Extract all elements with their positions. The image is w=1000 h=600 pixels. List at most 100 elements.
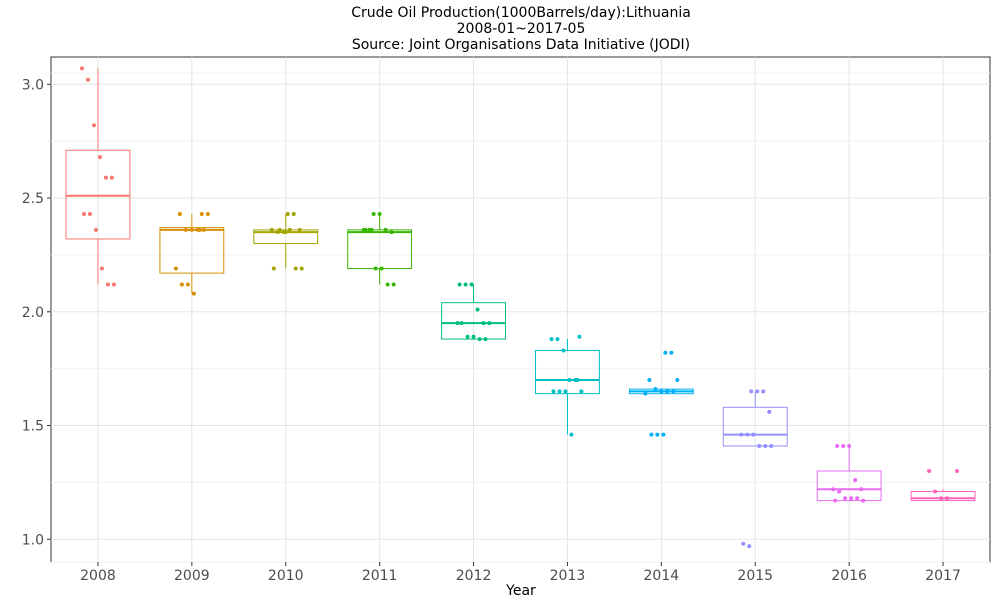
data-point: [577, 334, 582, 339]
data-point: [549, 337, 554, 342]
data-point: [191, 291, 196, 296]
data-point: [189, 227, 194, 232]
box-body: [910, 490, 976, 502]
data-point: [391, 282, 396, 287]
data-point: [939, 496, 944, 501]
data-point: [551, 389, 556, 394]
data-point: [955, 469, 960, 474]
box-body: [159, 227, 225, 274]
data-point: [465, 334, 470, 339]
data-point: [555, 337, 560, 342]
y-tick-label: 1.0: [22, 532, 44, 548]
x-tick-label: 2013: [550, 568, 586, 584]
data-point: [389, 230, 394, 235]
x-tick-label: 2015: [737, 568, 773, 584]
data-point: [91, 123, 96, 128]
data-point: [859, 487, 864, 492]
data-point: [379, 266, 384, 271]
data-point: [569, 432, 574, 437]
data-point: [843, 496, 848, 501]
data-point: [373, 266, 378, 271]
x-tick-label: 2011: [362, 568, 398, 584]
data-point: [177, 211, 182, 216]
data-point: [469, 282, 474, 287]
data-point: [371, 211, 376, 216]
data-point: [837, 489, 842, 494]
chart-source: Source: Joint Organisations Data Initiat…: [352, 37, 690, 53]
data-point: [185, 282, 190, 287]
data-point: [833, 498, 838, 503]
data-point: [383, 227, 388, 232]
data-point: [299, 266, 304, 271]
data-point: [763, 443, 768, 448]
data-point: [291, 211, 296, 216]
data-point: [755, 389, 760, 394]
data-point: [643, 391, 648, 396]
plot-area: 1.0 1.5 2.0 2.5 3.0 2008 2009 2010 2011 2012 2013 2…: [22, 56, 991, 584]
data-point: [945, 496, 950, 501]
data-point: [459, 321, 464, 326]
data-point: [81, 211, 86, 216]
data-point: [751, 432, 756, 437]
data-point: [487, 321, 492, 326]
data-point: [183, 227, 188, 232]
data-point: [369, 227, 374, 232]
data-point: [199, 211, 204, 216]
y-tick-label: 2.0: [22, 305, 44, 321]
data-point: [659, 389, 664, 394]
data-point: [861, 498, 866, 503]
data-point: [649, 432, 654, 437]
data-point: [93, 227, 98, 232]
data-point: [455, 321, 460, 326]
data-point: [79, 66, 84, 71]
data-point: [841, 443, 846, 448]
data-point: [745, 432, 750, 437]
x-tick-label: 2016: [831, 568, 867, 584]
data-point: [767, 409, 772, 414]
data-point: [847, 443, 852, 448]
data-point: [831, 487, 836, 492]
x-tick-label: 2010: [268, 568, 304, 584]
data-point: [655, 432, 660, 437]
data-point: [297, 227, 302, 232]
x-tick-label: 2008: [80, 568, 116, 584]
x-tick-label: 2014: [644, 568, 680, 584]
data-point: [481, 321, 486, 326]
data-point: [483, 337, 488, 342]
data-point: [747, 544, 752, 549]
data-point: [463, 282, 468, 287]
y-tick-label: 1.5: [22, 419, 44, 435]
data-point: [749, 389, 754, 394]
data-point: [269, 227, 274, 232]
data-point: [283, 230, 288, 235]
data-point: [661, 432, 666, 437]
data-point: [663, 350, 668, 355]
data-point: [669, 350, 674, 355]
data-point: [933, 489, 938, 494]
box-body: [347, 229, 413, 270]
box-body: [535, 349, 600, 395]
data-point: [671, 389, 676, 394]
data-point: [927, 469, 932, 474]
chart-subtitle: 2008-01~2017-05: [457, 21, 586, 37]
data-point: [579, 389, 584, 394]
y-tick-label: 3.0: [22, 77, 44, 93]
data-point: [377, 211, 382, 216]
data-point: [99, 266, 104, 271]
data-point: [855, 496, 860, 501]
box-body: [816, 470, 882, 502]
data-point: [109, 175, 114, 180]
data-point: [475, 307, 480, 312]
data-point: [105, 282, 110, 287]
data-point: [561, 348, 566, 353]
data-point: [477, 337, 482, 342]
data-point: [103, 175, 108, 180]
data-point: [87, 211, 92, 216]
data-point: [665, 389, 670, 394]
data-point: [739, 432, 744, 437]
data-point: [197, 227, 202, 232]
data-point: [575, 378, 580, 383]
data-point: [97, 155, 102, 160]
data-point: [293, 266, 298, 271]
